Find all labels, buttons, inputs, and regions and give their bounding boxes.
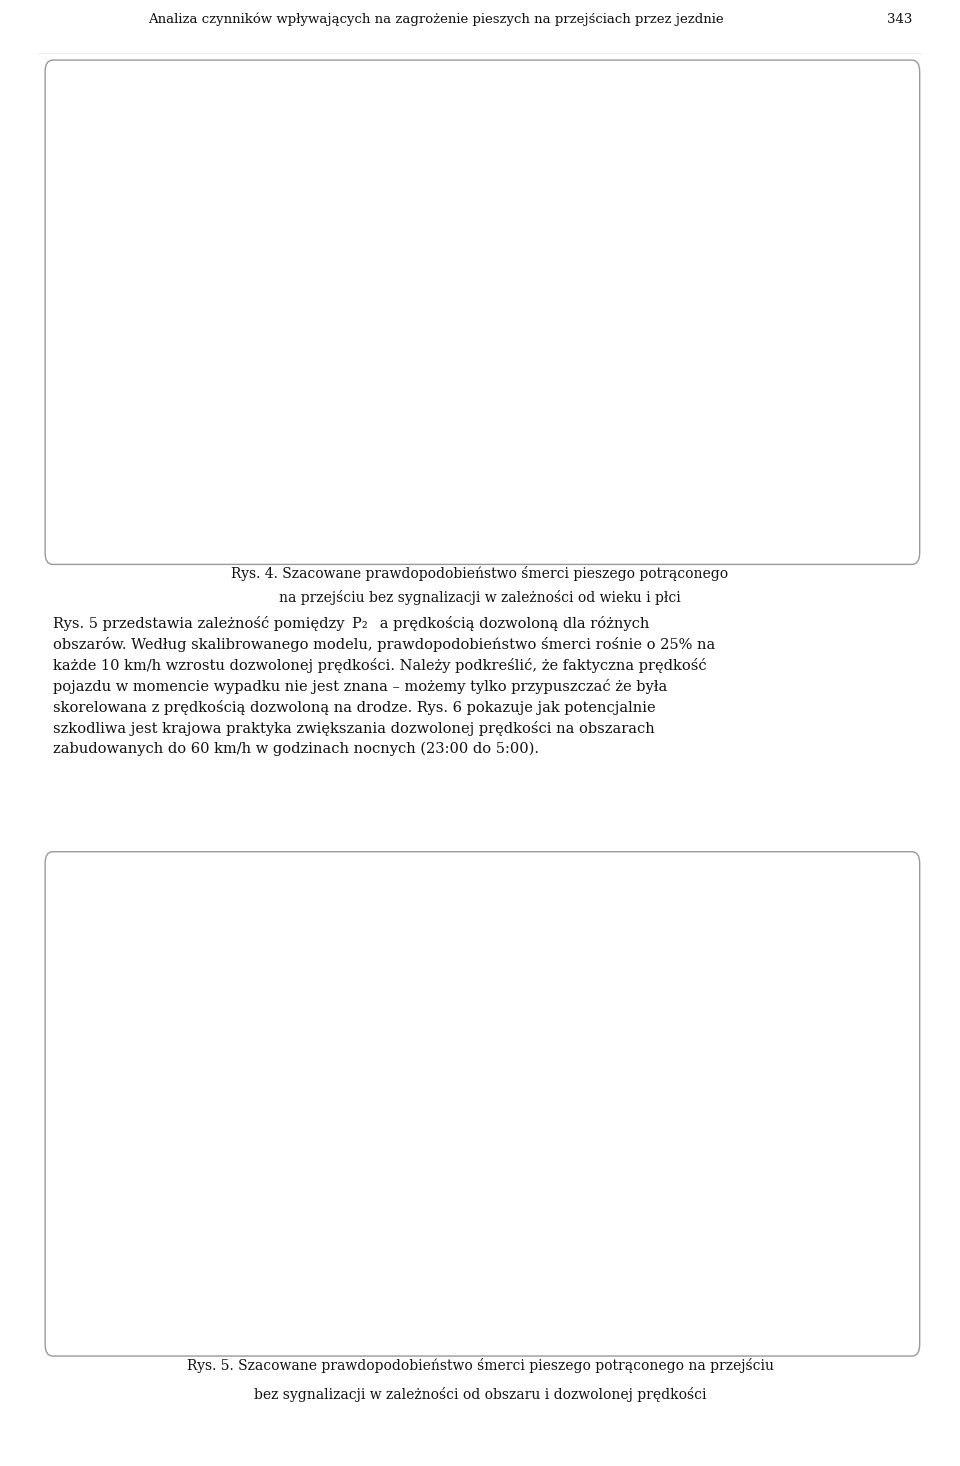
Y-axis label: Prawdopodobieństwo śmerci: Prawdopodobieństwo śmerci	[98, 1006, 111, 1186]
Text: Rys. 4. Szacowane prawdopodobieństwo śmerci pieszego potrąconego: Rys. 4. Szacowane prawdopodobieństwo śme…	[231, 566, 729, 581]
Kobieta	[311, 484, 323, 501]
Y-axis label: Prawdopodobieństwo śmerci: Prawdopodobieństwo śmerci	[98, 211, 111, 390]
Obszar zabudowany	[871, 1157, 882, 1174]
Kobieta	[552, 446, 564, 463]
Obszar niezabudowany	[608, 1091, 619, 1108]
Mężczyzna	[552, 430, 564, 447]
Mężczyzna	[632, 396, 643, 413]
Mężczyzna	[471, 456, 483, 474]
Obszar zabudowany	[257, 1265, 269, 1283]
Obszar zabudowany	[432, 1252, 444, 1270]
Obszar zabudowany	[782, 1183, 794, 1201]
Mężczyzna	[151, 491, 162, 509]
Obszar niezabudowany	[695, 1044, 707, 1061]
Legend: Mężczyzna, Kobieta: Mężczyzna, Kobieta	[156, 103, 283, 151]
Obszar niezabudowany	[520, 1123, 532, 1141]
Kobieta	[712, 378, 724, 396]
Line: Mężczyzna: Mężczyzna	[154, 192, 882, 504]
Kobieta	[392, 478, 403, 496]
Kobieta	[151, 493, 162, 510]
Text: na przejściu bez sygnalizacji w zależności od wieku i płci: na przejściu bez sygnalizacji w zależnoś…	[279, 589, 681, 604]
Obszar zabudowany	[695, 1204, 707, 1221]
Text: Rys. 5 przedstawia zależność pomiędzy  P₂   a prędkością dozwoloną dla różnych
o: Rys. 5 przedstawia zależność pomiędzy P₂…	[53, 616, 715, 756]
Text: bez sygnalizacji w zależności od obszaru i dozwolonej prędkości: bez sygnalizacji w zależności od obszaru…	[253, 1387, 707, 1401]
Kobieta	[231, 488, 243, 506]
Text: 343: 343	[887, 13, 913, 25]
Mężczyzna	[873, 188, 884, 205]
Obszar niezabudowany	[782, 998, 794, 1016]
Text: Rys. 5. Szacowane prawdopodobieństwo śmerci pieszego potrąconego na przejściu: Rys. 5. Szacowane prawdopodobieństwo śme…	[186, 1358, 774, 1372]
Mężczyzna	[712, 349, 724, 366]
Obszar niezabudowany	[169, 1220, 180, 1237]
Line: Obszar niezabudowany: Obszar niezabudowany	[172, 950, 879, 1231]
Obszar niezabudowany	[871, 946, 882, 963]
Obszar zabudowany	[608, 1230, 619, 1248]
Kobieta	[632, 419, 643, 437]
Legend: Obszar zabudowany, Obszar niezabudowany: Obszar zabudowany, Obszar niezabudowany	[156, 902, 366, 950]
X-axis label: Wiek: Wiek	[509, 528, 542, 542]
Obszar zabudowany	[520, 1239, 532, 1256]
Line: Obszar zabudowany: Obszar zabudowany	[172, 1161, 879, 1283]
Obszar niezabudowany	[432, 1157, 444, 1174]
X-axis label: Prędkość dopuszczalna [km/h]: Prędkość dopuszczalna [km/h]	[420, 1319, 632, 1334]
Kobieta	[471, 468, 483, 485]
Kobieta	[873, 242, 884, 259]
Mężczyzna	[311, 481, 323, 498]
Obszar niezabudowany	[257, 1202, 269, 1220]
Line: Kobieta: Kobieta	[154, 246, 882, 506]
Text: Analiza czynników wpływających na zagrożenie pieszych na przejściach przez jezdn: Analiza czynników wpływających na zagroż…	[148, 12, 724, 25]
Obszar zabudowany	[345, 1259, 356, 1277]
Obszar niezabudowany	[345, 1183, 356, 1201]
Mężczyzna	[231, 487, 243, 504]
Mężczyzna	[392, 472, 403, 490]
Obszar zabudowany	[169, 1270, 180, 1287]
Kobieta	[792, 323, 804, 340]
Mężczyzna	[792, 276, 804, 293]
